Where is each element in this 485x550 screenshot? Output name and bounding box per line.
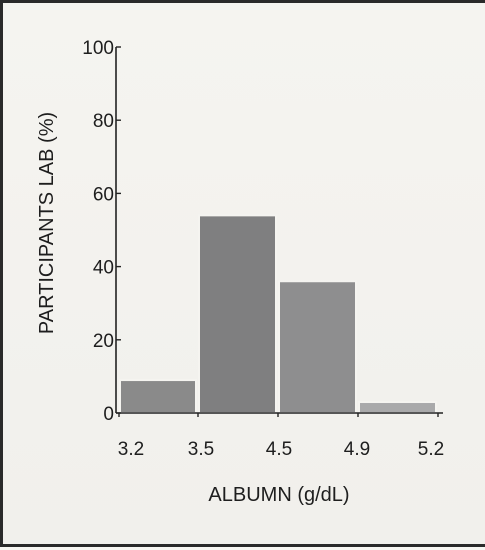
x-tick-label: 5.2: [418, 439, 444, 460]
histogram-chart: 0 20 40 60 80 100 3.2 3.5 4.5 4.9 5.2 PARTICIPANT…: [36, 38, 444, 506]
x-ticks: 3.2 3.5 4.5 4.9 5.2: [118, 413, 444, 460]
y-tick-label: 40: [93, 258, 114, 279]
x-tick-label: 4.5: [266, 439, 292, 460]
y-tick-label: 0: [103, 404, 114, 425]
bar-4.5-4.9: [278, 280, 357, 414]
bars-layer: [119, 214, 437, 414]
x-tick-label: 3.2: [118, 439, 144, 460]
y-tick-label: 60: [93, 184, 114, 205]
y-ticks: 0 20 40 60 80 100: [82, 38, 121, 425]
x-tick-label: 3.5: [188, 439, 214, 460]
y-tick-label: 20: [93, 331, 114, 352]
y-axis-title: PARTICIPANTS LAB (%): [36, 112, 58, 334]
y-tick-label: 100: [82, 38, 114, 59]
x-axis-title: ALBUMN (g/dL): [208, 484, 349, 506]
bar-3.2-3.5: [119, 379, 197, 414]
x-tick-label: 4.9: [344, 439, 370, 460]
axes-layer: [115, 47, 443, 414]
bar-4.9-5.2: [358, 401, 437, 414]
y-tick-label: 80: [93, 111, 114, 132]
bar-3.5-4.5: [198, 214, 277, 414]
